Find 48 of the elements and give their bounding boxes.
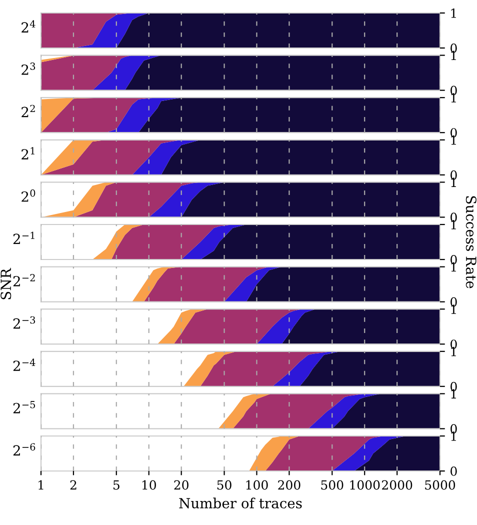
- y-tick-label: 0: [450, 424, 457, 434]
- chart-title: 2$^{−4}$: [13, 358, 36, 371]
- x-tick-label: 5: [113, 480, 120, 490]
- y-tick-label: 1: [451, 178, 456, 187]
- y-tick-label: 0: [450, 43, 457, 53]
- x-tick-label: 5000: [425, 480, 456, 490]
- x-tick-label: 20: [174, 480, 188, 490]
- chart-title: 2$^{−2}$: [13, 274, 35, 286]
- y-tick-label: 0: [450, 340, 457, 350]
- y-tick-label: 0: [450, 212, 457, 222]
- y2-axis-title: Success Rate: [466, 196, 476, 288]
- chart-title: 2$^{−3}$: [13, 316, 36, 329]
- x-tick-label: 1000: [350, 480, 380, 490]
- chart-title: 2$^{−1}$: [13, 232, 34, 244]
- chart-title: 2$^{0}$: [22, 189, 36, 202]
- y-tick-label: 0: [450, 382, 457, 392]
- x-tick-label: 50: [217, 480, 232, 490]
- y-tick-label: 1: [451, 431, 456, 441]
- x-tick-label: 2: [70, 480, 76, 490]
- chart-title: 2$^{1}$: [22, 147, 34, 160]
- y-tick-label: 1: [451, 50, 456, 60]
- y-tick-label: 1: [451, 93, 456, 102]
- x-tick-label: 200: [278, 480, 300, 490]
- chart-title: 2$^{−5}$: [13, 401, 36, 414]
- y-tick-label: 1: [451, 8, 456, 18]
- x-axis-title: Number of traces: [179, 498, 302, 508]
- chart-title: 2$^{−6}$: [13, 443, 36, 456]
- x-tick-label: 500: [321, 480, 344, 490]
- y-tick-label: 0: [450, 170, 457, 180]
- y-axis-title: SNR: [0, 268, 12, 300]
- y-tick-label: 0: [450, 86, 457, 96]
- y-tick-label: 1: [451, 346, 456, 356]
- x-tick-label: 2000: [382, 480, 412, 490]
- chart-title: 2$^{4}$: [22, 20, 36, 32]
- x-tick-label: 100: [246, 480, 268, 490]
- y-tick-label: 0: [450, 128, 457, 138]
- y-tick-label: 1: [451, 304, 456, 314]
- x-tick-label: 1: [38, 480, 44, 490]
- chart-title: 2$^{2}$: [22, 104, 35, 118]
- y-tick-label: 1: [451, 135, 456, 145]
- chart-title: 2$^{3}$: [22, 62, 36, 75]
- y-tick-label: 1: [451, 262, 456, 272]
- y-tick-label: 0: [450, 466, 457, 476]
- x-tick-label: 10: [142, 480, 156, 490]
- y-tick-label: 0: [450, 297, 457, 307]
- y-tick-label: 1: [451, 220, 456, 230]
- y-tick-label: 1: [451, 389, 456, 398]
- y-tick-label: 0: [450, 254, 457, 264]
